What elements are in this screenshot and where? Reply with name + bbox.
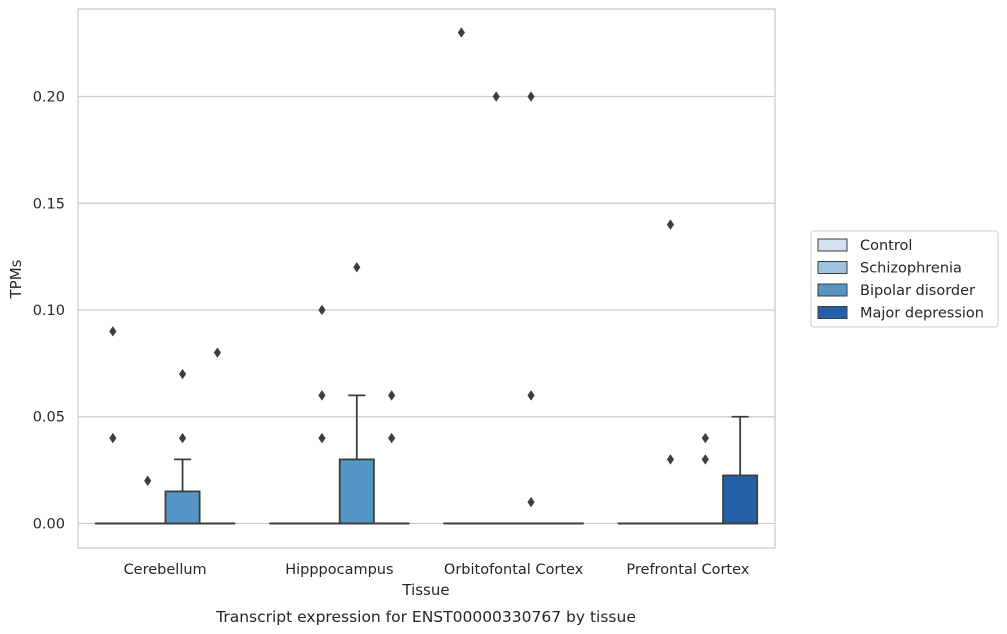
chart-caption: Transcript expression for ENST0000033076… (215, 608, 636, 626)
box-group (164, 458, 201, 525)
outlier-point (109, 432, 117, 444)
outlier-point (178, 432, 187, 444)
box (338, 458, 375, 525)
outlier-point (213, 347, 221, 358)
x-tick-label: Hipppocampus (285, 562, 393, 578)
legend-item: Control (817, 238, 912, 254)
legend-swatch (817, 283, 848, 297)
y-tick-labels: 0.00 0.05 0.10 0.15 0.20 (33, 90, 65, 533)
legend-swatch (817, 238, 848, 252)
outlier-point (109, 326, 117, 337)
legend-item: Bipolar disorder (817, 283, 975, 299)
y-tick-label: 0.10 (33, 303, 65, 319)
outliers (109, 27, 709, 508)
outlier-point (388, 432, 396, 444)
legend-label: Schizophrenia (860, 261, 962, 277)
outlier-point (666, 454, 675, 465)
y-tick-label: 0.15 (33, 196, 65, 212)
x-tick-label: Orbitofontal Cortex (444, 562, 584, 578)
outlier-point (353, 262, 361, 273)
y-axis-label: TPMs (7, 259, 25, 299)
outlier-point (144, 475, 152, 486)
outlier-point (318, 390, 326, 401)
x-tick-label: Cerebellum (124, 562, 207, 578)
box-group (722, 415, 759, 525)
y-tick-label: 0.00 (33, 516, 65, 532)
legend-label: Major depression (860, 306, 984, 322)
legend-label: Bipolar disorder (860, 283, 975, 299)
outlier-point (527, 91, 535, 102)
x-tick-label: Prefrontal Cortex (626, 562, 749, 578)
x-tick-labels: Cerebellum Hipppocampus Orbitofontal Corte… (124, 562, 750, 578)
outlier-point (527, 496, 535, 508)
outlier-point (318, 432, 326, 444)
legend-label: Control (860, 238, 912, 254)
outlier-point (701, 432, 709, 444)
legend: Control Schizophrenia Bipolar disorder Majo… (810, 230, 999, 328)
y-tick-label: 0.20 (33, 90, 65, 106)
outlier-point (388, 390, 396, 401)
outlier-point (527, 390, 535, 401)
outlier-point (701, 454, 709, 465)
plot-area-frame (77, 8, 776, 549)
legend-frame (810, 230, 999, 328)
outlier-point (178, 368, 187, 380)
x-axis-label: Tissue (401, 581, 449, 599)
box (722, 474, 759, 525)
outlier-point (318, 304, 326, 316)
outlier-point (492, 91, 500, 102)
boxes (94, 394, 759, 525)
legend-item: Schizophrenia (817, 261, 962, 277)
legend-swatch (817, 261, 848, 274)
y-tick-label: 0.05 (33, 410, 65, 426)
legend-item: Major depression (817, 306, 984, 322)
box-group (338, 394, 375, 525)
legend-swatch (817, 306, 848, 319)
outlier-point (666, 219, 675, 230)
outlier-point (457, 27, 465, 38)
box (164, 490, 201, 525)
